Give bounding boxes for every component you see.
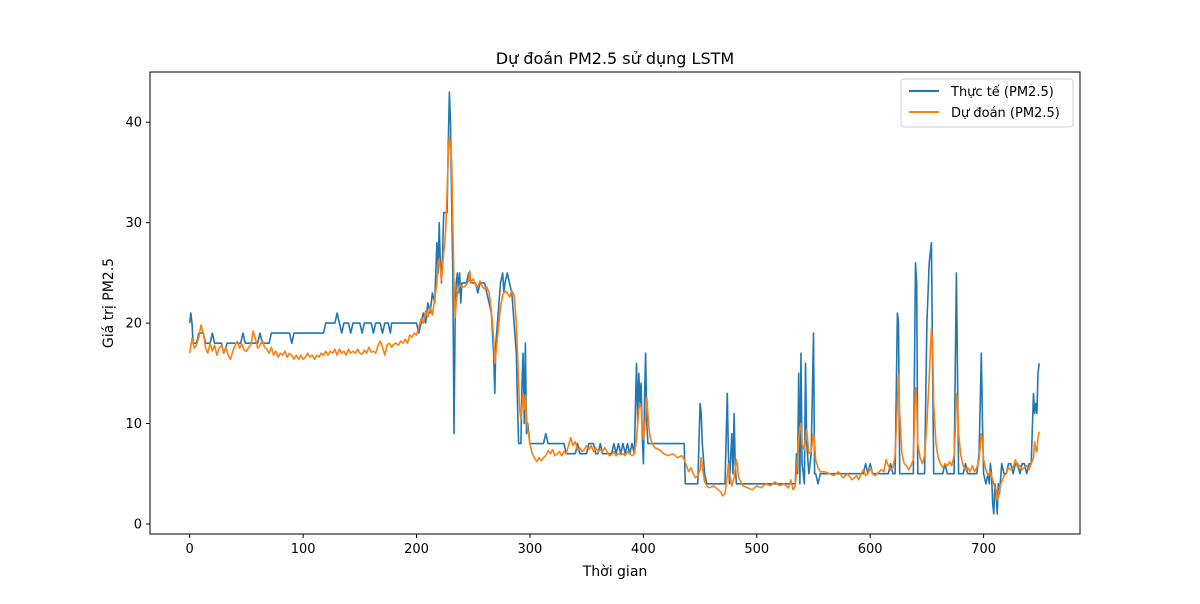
y-tick-label: 20 [125, 317, 142, 332]
x-tick-label: 300 [518, 542, 543, 557]
x-tick-label: 0 [186, 542, 194, 557]
x-tick-label: 400 [631, 542, 656, 557]
series-line-predicted [188, 135, 1040, 501]
series-line-actual [188, 91, 1040, 515]
x-tick-label: 600 [858, 542, 883, 557]
x-axis-label: Thời gian [582, 564, 648, 580]
legend-label-actual: Thực tế (PM2.5) [950, 85, 1054, 100]
x-tick-label: 500 [744, 542, 769, 557]
x-tick-label: 100 [291, 542, 316, 557]
series-layer [188, 91, 1040, 515]
y-tick-label: 10 [125, 417, 142, 432]
y-tick-label: 30 [125, 216, 142, 231]
y-axis-label: Giá trị PM2.5 [101, 258, 117, 348]
x-tick-label: 700 [971, 542, 996, 557]
y-axis: 0 10 20 30 40 [125, 116, 150, 532]
plot-frame [149, 71, 1081, 535]
y-tick-label: 40 [125, 116, 142, 131]
y-tick-label: 0 [134, 517, 142, 532]
x-axis: 0 100 200 300 400 500 600 700 [186, 534, 996, 557]
legend-label-predicted: Dự đoán (PM2.5) [951, 106, 1060, 121]
chart-title: Dự đoán PM2.5 sử dụng LSTM [496, 49, 734, 68]
x-tick-label: 200 [404, 542, 429, 557]
legend-box [900, 78, 1074, 128]
legend: Thực tế (PM2.5) Dự đoán (PM2.5) [900, 78, 1074, 128]
